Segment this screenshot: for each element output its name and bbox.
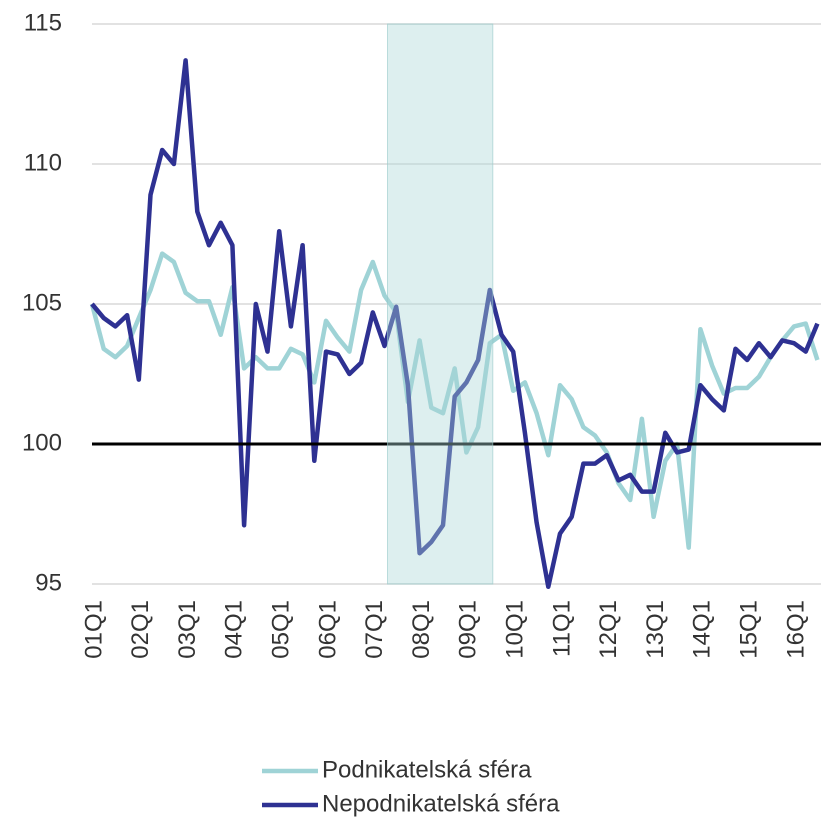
series-line: [90, 58, 820, 590]
x-tick-label: 08Q1: [408, 600, 435, 659]
y-tick-label: 105: [22, 289, 62, 316]
x-tick-label: 16Q1: [782, 600, 809, 659]
x-tick-label: 11Q1: [548, 600, 575, 657]
x-tick-label: 05Q1: [268, 600, 295, 659]
y-tick-label: 115: [24, 9, 62, 36]
x-tick-label: 06Q1: [314, 600, 341, 659]
x-tick-label: 10Q1: [502, 600, 529, 659]
x-tick-label: 09Q1: [455, 600, 482, 659]
x-tick-label: 12Q1: [595, 600, 622, 659]
legend-label: Nepodnikatelská sféra: [322, 790, 560, 817]
x-tick-label: 04Q1: [221, 600, 248, 659]
y-tick-label: 95: [35, 569, 62, 596]
highlight-band: [387, 23, 494, 585]
x-tick-label: 07Q1: [361, 600, 388, 659]
y-tick-label: 110: [24, 149, 62, 176]
y-tick-label: 100: [22, 429, 62, 456]
x-tick-label: 14Q1: [689, 600, 716, 659]
x-tick-label: 13Q1: [642, 600, 669, 659]
x-tick-label: 03Q1: [174, 600, 201, 659]
x-tick-label: 02Q1: [127, 600, 154, 659]
x-tick-label: 01Q1: [80, 600, 107, 659]
legend-label: Podnikatelská sféra: [322, 756, 532, 783]
x-tick-label: 15Q1: [736, 600, 763, 659]
